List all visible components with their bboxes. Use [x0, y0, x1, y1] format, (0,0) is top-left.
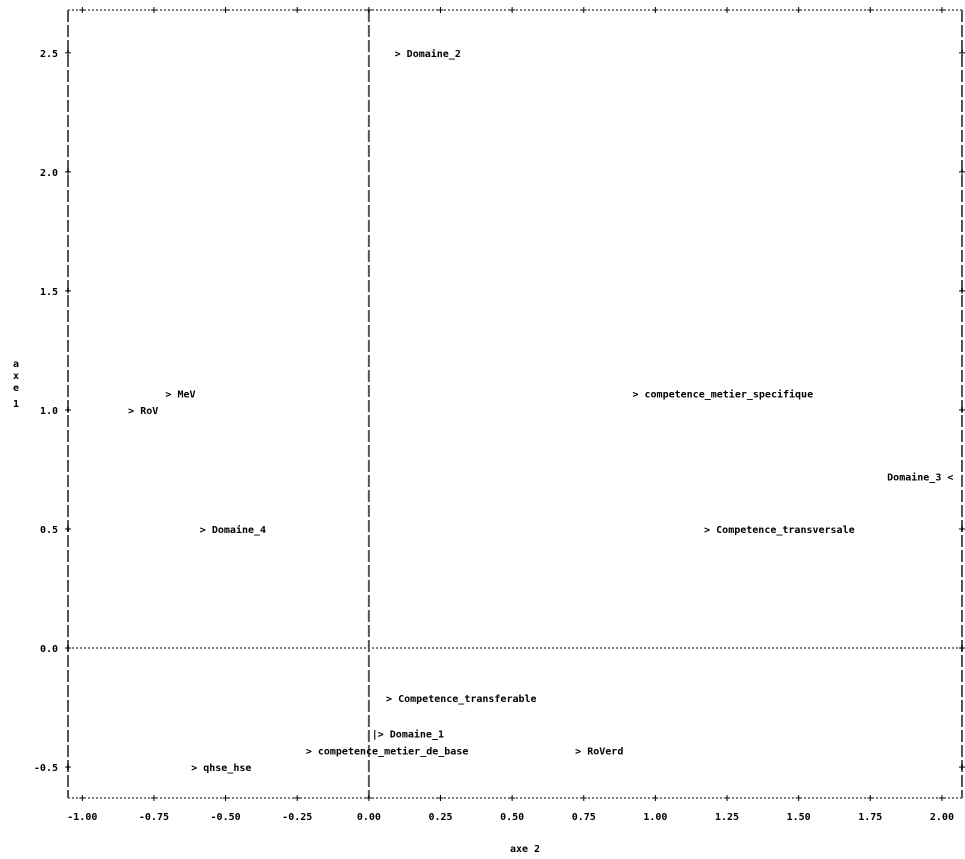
x-tick-label: -0.50 [211, 812, 241, 823]
x-axis-label: axe 2 [510, 844, 540, 855]
x-tick-label: 1.00 [643, 812, 667, 823]
x-tick-label: -0.25 [282, 812, 312, 823]
x-tick-label: 0.00 [357, 812, 381, 823]
x-tick-label: -1.00 [67, 812, 97, 823]
x-tick-label: 1.75 [858, 812, 882, 823]
point-label: > MeV [165, 389, 195, 400]
point-labels: > Domaine_2 > MeV > RoV > competence_metier… [128, 48, 953, 774]
y-axis-label-letter: a [13, 359, 19, 370]
x-tick-label: 2.00 [930, 812, 954, 823]
x-tick-label: 0.50 [500, 812, 524, 823]
point-label: > RoV [128, 406, 158, 417]
point-label: > RoVerd [575, 746, 623, 757]
point-label: > competence_metier_specifique [632, 388, 813, 400]
point-label: > Domaine_4 [200, 524, 266, 536]
y-tick-label: 2.5 [40, 49, 58, 60]
y-axis-label-letter: e [13, 383, 19, 394]
y-tick-label: -0.5 [34, 763, 58, 774]
y-axis-label-letter: 1 [13, 399, 19, 410]
y-axis-label: axe 1 [13, 359, 19, 410]
point-label: > Competence_transversale [704, 525, 855, 536]
x-tick-label: 0.75 [572, 812, 596, 823]
y-axis-label-letter: x [13, 371, 19, 382]
y-tick-label: 2.0 [40, 168, 58, 179]
point-label: > Competence_transferable [386, 694, 537, 705]
point-label: Domaine_3 < [887, 472, 953, 484]
y-tick-label: 0.0 [40, 644, 58, 655]
y-tick-label: 1.0 [40, 406, 58, 417]
x-tick-label: 1.25 [715, 812, 739, 823]
x-tick-label: -0.75 [139, 812, 169, 823]
zero-axes [68, 10, 962, 798]
point-label: |> Domaine_1 [372, 729, 444, 741]
x-tick-label: 0.25 [428, 812, 452, 823]
point-label: > qhse_hse [191, 763, 251, 774]
y-ticks: -0.5 0.0 0.5 1.0 1.5 2.0 2.5 [34, 49, 965, 774]
x-ticks: -1.00 -0.75 -0.50 -0.25 0.00 0.25 0.50 0.75 1.00… [67, 7, 954, 823]
y-tick-label: 0.5 [40, 525, 58, 536]
x-tick-label: 1.50 [787, 812, 811, 823]
point-label: > competence_metier_de_base [306, 745, 469, 757]
y-tick-label: 1.5 [40, 287, 58, 298]
plot-frame [67, 9, 963, 799]
point-label: > Domaine_2 [395, 48, 461, 60]
